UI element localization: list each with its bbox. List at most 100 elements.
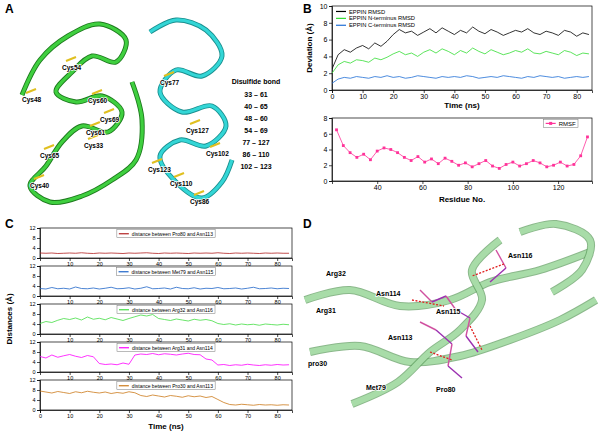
tick-label: 12 — [29, 339, 35, 345]
tick: 80 — [464, 181, 472, 191]
tick: 40 — [156, 296, 162, 305]
tick: 8 — [32, 349, 40, 355]
disulfide-stick — [66, 57, 76, 61]
residue-stick — [496, 250, 506, 268]
table-row: 86 – 110 — [243, 151, 270, 158]
tick-label: 10 — [67, 413, 73, 419]
data-line — [40, 353, 289, 365]
legend: distance between Pro30 and Asn113 — [117, 382, 215, 390]
chart: 102030405060708004812distance between Ar… — [5, 293, 293, 344]
tick: 6 — [324, 130, 332, 137]
y-axis: 0 4 8 12 — [29, 225, 40, 261]
data-marker — [464, 161, 467, 164]
tick: 8 — [32, 311, 40, 317]
legend-swatch — [119, 233, 129, 234]
tick-label: 4 — [32, 321, 35, 327]
tick: 60 — [215, 296, 221, 305]
plot-frame — [40, 342, 292, 372]
residue-label: Cys60 — [88, 97, 108, 105]
tick-label: 20 — [97, 413, 103, 419]
tick: 2 — [324, 70, 332, 77]
data-marker — [369, 158, 372, 161]
tick: 12 — [29, 225, 40, 231]
tick-label: 8 — [32, 349, 35, 355]
tick-mark — [37, 296, 40, 297]
tick-label: 8 — [32, 387, 35, 393]
tick: 60 — [512, 90, 520, 100]
disulfide-stick — [174, 173, 184, 177]
tick: 8 — [324, 20, 332, 27]
y-axis: 02468 — [324, 115, 333, 185]
disulfide-stick — [194, 191, 204, 195]
tick-mark — [329, 118, 332, 119]
data-marker — [579, 154, 582, 157]
tick-label: 0 — [39, 413, 42, 419]
y-axis-title: Deviation (Å) — [305, 23, 314, 73]
tick-mark — [37, 410, 40, 411]
tick: 80 — [275, 296, 281, 305]
tick-label: 8 — [324, 115, 328, 122]
legend-item: distance between Pro80 and Asn113 — [119, 231, 213, 237]
tick: 0 — [32, 255, 40, 261]
legend-box — [117, 230, 215, 238]
tick-label: 40 — [156, 413, 162, 419]
data-marker — [525, 162, 528, 165]
residue-stick — [420, 290, 432, 302]
residue-label: Asn114 — [376, 290, 401, 297]
tick-label: 12 — [29, 301, 35, 307]
chart: 010203040506070800246810EPPIN RMSDEPPIN … — [305, 3, 593, 110]
tick-mark — [37, 362, 40, 363]
data-line — [40, 287, 289, 289]
tick-label: 12 — [29, 225, 35, 231]
residue-label: Cys65 — [40, 152, 60, 160]
disulfide-stick — [26, 89, 36, 93]
tick-mark — [37, 324, 40, 325]
tick-mark — [37, 304, 40, 305]
tick: 4 — [32, 321, 40, 327]
legend-label: EPPIN N-terminus RMSD — [349, 15, 415, 21]
tick-label: 12 — [29, 377, 35, 383]
tick: 8 — [32, 235, 40, 241]
data-line — [40, 315, 289, 326]
residue-label: Cys127 — [186, 127, 209, 135]
tick: 12 — [29, 377, 40, 383]
data-marker — [362, 153, 365, 156]
tick: 4 — [324, 53, 332, 60]
tick: 80 — [573, 90, 581, 100]
axis-line — [41, 335, 293, 338]
data-marker — [349, 151, 352, 154]
tick-label: 30 — [420, 93, 428, 100]
data-marker — [511, 161, 514, 164]
x-axis: 406080100120 — [333, 181, 593, 191]
plot-frame — [40, 228, 292, 258]
tick: 30 — [126, 334, 132, 343]
tick: 60 — [215, 334, 221, 343]
legend-label: RMSF — [559, 121, 576, 127]
tick: 40 — [156, 334, 162, 343]
tick: 100 — [508, 181, 520, 191]
tick: 4 — [32, 397, 40, 403]
tick-label: 8 — [324, 20, 328, 27]
y-axis: 0246810 — [320, 3, 333, 94]
residue-label: pro30 — [308, 360, 327, 368]
tick: 12 — [29, 339, 40, 345]
table-row: 77 – 127 — [242, 139, 269, 146]
disulfide-stick — [152, 159, 162, 163]
tick-label: 4 — [324, 146, 328, 153]
x-axis: 1020304050607080 — [41, 372, 293, 381]
chart: 102030405060708004812distance between Me… — [29, 263, 292, 305]
data-marker — [437, 162, 440, 165]
axis-line — [37, 305, 41, 335]
residue-label: Cys77 — [160, 79, 180, 87]
legend-box — [117, 344, 215, 352]
tick-mark — [37, 276, 40, 277]
residue-label: Asn116 — [508, 252, 533, 259]
tick-mark — [329, 56, 332, 57]
tick-label: 4 — [32, 245, 35, 251]
hydrogen-bond — [430, 352, 452, 360]
legend: distance between Met79 and Asn115 — [117, 268, 216, 276]
data-marker — [342, 144, 345, 147]
tick: 8 — [32, 273, 40, 279]
plot-area — [40, 252, 289, 254]
residue-label: Asn115 — [436, 308, 461, 315]
